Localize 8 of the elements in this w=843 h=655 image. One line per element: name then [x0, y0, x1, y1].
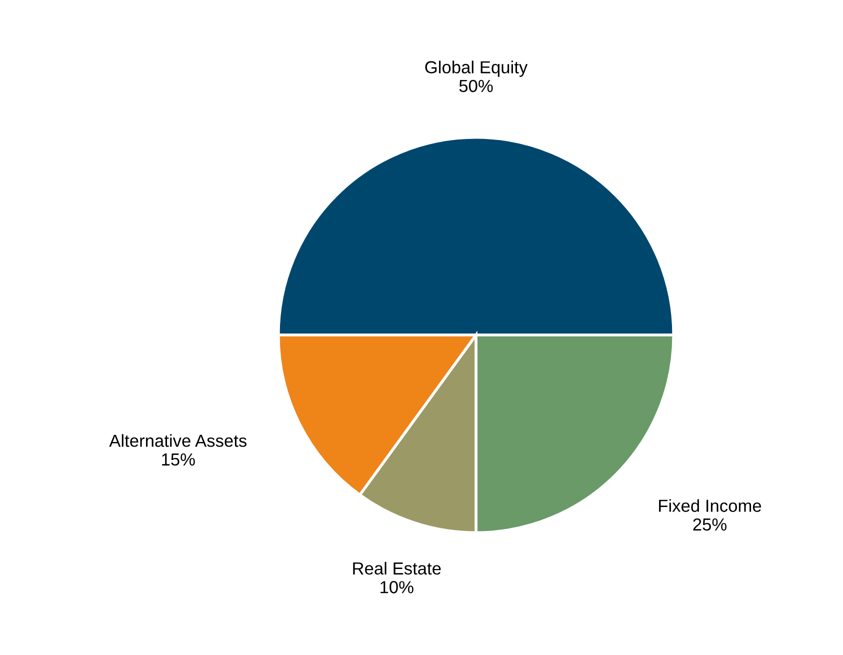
data-label: 25%: [693, 518, 726, 531]
slice-label: Real Estate: [353, 562, 441, 575]
data-label: 15%: [162, 453, 195, 466]
slice-label: Global Equity: [425, 60, 528, 77]
slice-label: Fixed Income: [659, 499, 762, 512]
slice-label: Alternative Assets: [109, 434, 246, 447]
data-label: 50%: [459, 80, 493, 92]
data-label: 10%: [380, 581, 414, 594]
